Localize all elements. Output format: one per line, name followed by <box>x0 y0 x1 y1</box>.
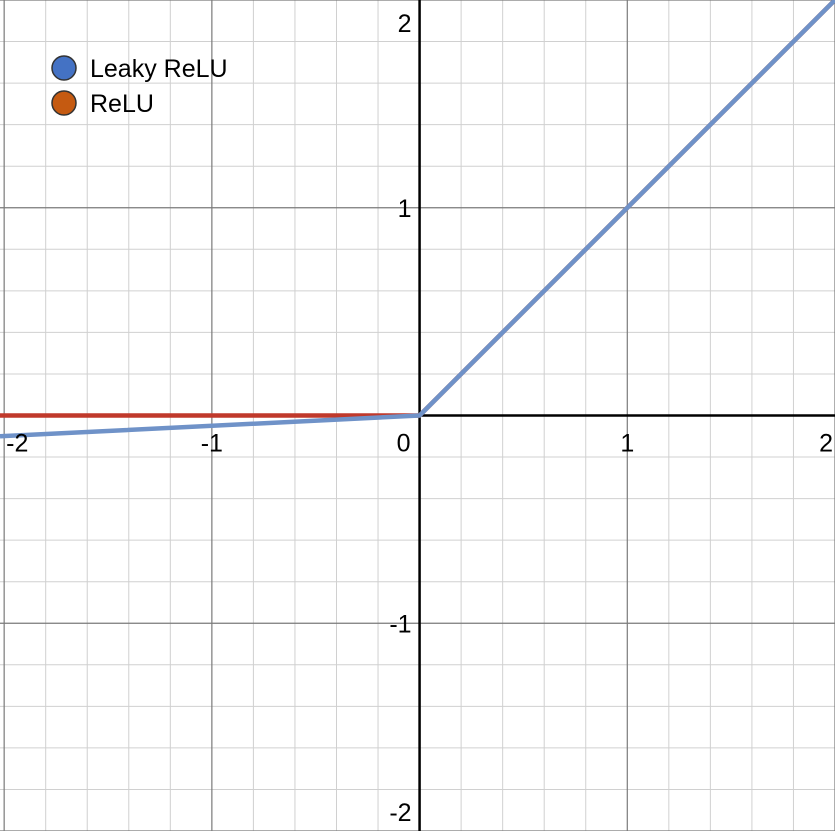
legend-item-leaky-relu: Leaky ReLU <box>51 55 228 83</box>
y-tick-label: 1 <box>398 195 412 223</box>
x-tick-label: -1 <box>201 430 223 458</box>
y-tick-label: -2 <box>389 799 411 827</box>
x-tick-label: 2 <box>819 430 833 458</box>
y-tick-label: -1 <box>389 610 411 638</box>
legend-marker <box>51 55 77 81</box>
series-line-leaky-relu <box>0 0 835 439</box>
x-tick-label: 1 <box>620 430 634 458</box>
x-tick-label: -2 <box>6 430 28 458</box>
legend-item-relu: ReLU <box>51 90 154 118</box>
legend-marker <box>51 90 77 116</box>
y-tick-label: 2 <box>398 10 412 38</box>
legend-label: ReLU <box>90 90 154 118</box>
legend: Leaky ReLU ReLU <box>51 55 228 118</box>
x-tick-label: 0 <box>397 430 411 458</box>
legend-label: Leaky ReLU <box>90 55 228 83</box>
series-layer <box>0 0 835 439</box>
tick-labels: -2 -1 0 1 2 2 1 -1 -2 <box>6 10 833 827</box>
